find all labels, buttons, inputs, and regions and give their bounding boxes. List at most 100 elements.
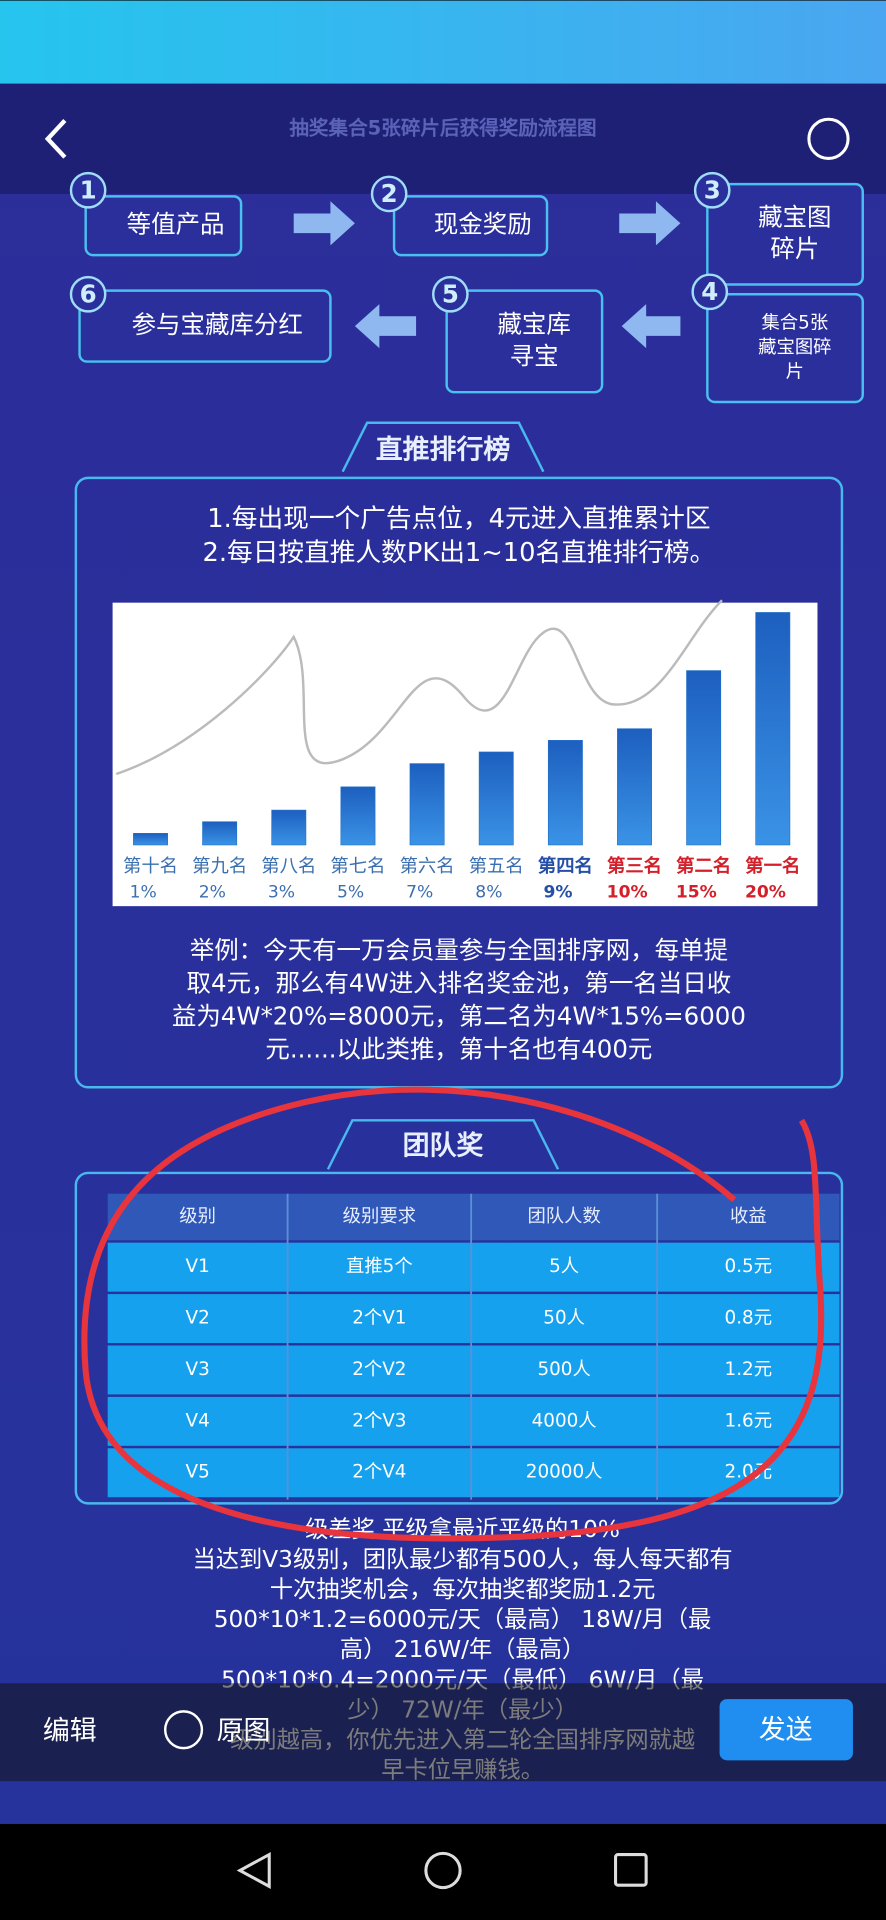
example-text: 益为4W*20%=8000元，第二名为4W*15%=6000 xyxy=(172,1002,746,1031)
note-text: 高） 216W/年（最高） xyxy=(340,1636,585,1663)
step-label: 参与宝藏库分红 xyxy=(132,310,303,339)
trend-line xyxy=(115,599,723,776)
table-header-cell: 团队人数 xyxy=(527,1206,600,1227)
send-button[interactable] xyxy=(719,1699,853,1761)
section-title: 团队奖 xyxy=(403,1130,484,1162)
table-row xyxy=(107,1448,840,1498)
value-label: 20% xyxy=(745,883,786,903)
ranking-panel xyxy=(74,476,844,1089)
step-badge xyxy=(693,171,731,209)
table-cell: 0.8元 xyxy=(725,1308,773,1329)
example-text: 元......以此类推，第十名也有400元 xyxy=(265,1035,652,1064)
category-label: 第一名 xyxy=(745,855,800,877)
bar xyxy=(478,751,514,846)
step-badge xyxy=(69,275,107,313)
step-number: 2 xyxy=(381,179,398,208)
table-header xyxy=(107,1193,840,1241)
table-cell: 1.2元 xyxy=(725,1359,773,1380)
original-checkbox[interactable] xyxy=(163,1710,204,1750)
flow-box xyxy=(78,289,332,363)
table-cell: 500人 xyxy=(537,1359,590,1380)
nav-recent[interactable] xyxy=(614,1853,648,1887)
rule-text: 2.每日按直推人数PK出1~10名直推排行榜。 xyxy=(203,538,716,568)
step-number: 1 xyxy=(80,175,97,204)
flow-arrows xyxy=(293,201,681,349)
step-number: 4 xyxy=(701,277,718,306)
category-label: 第四名 xyxy=(538,855,593,877)
category-label: 第六名 xyxy=(400,856,455,877)
note-text: 500*10*1.2=6000元/天（最高） 18W/月（最 xyxy=(214,1606,712,1633)
value-label: 10% xyxy=(607,883,648,903)
note-text: 当达到V3级别，团队最少都有500人，每人每天都有 xyxy=(193,1546,733,1573)
flow-box xyxy=(706,293,864,404)
category-label: 第七名 xyxy=(330,856,385,877)
back-button[interactable] xyxy=(44,119,67,159)
value-label: 1% xyxy=(130,883,157,903)
flow-box xyxy=(84,195,243,257)
table-cell: 2个V3 xyxy=(352,1410,406,1431)
category-label: 第三名 xyxy=(607,855,662,877)
original-label: 原图 xyxy=(217,1716,271,1747)
team-panel xyxy=(74,1171,844,1505)
step-number: 5 xyxy=(442,280,459,309)
section-frame xyxy=(341,421,545,473)
table-row xyxy=(107,1396,840,1446)
flow-box xyxy=(706,182,864,286)
value-label: 7% xyxy=(406,883,433,903)
bar xyxy=(202,821,238,846)
table-cell: 0.5元 xyxy=(725,1256,773,1277)
top-bar xyxy=(0,83,886,194)
table-cell: V5 xyxy=(186,1462,210,1483)
category-label: 第五名 xyxy=(469,856,524,877)
bar xyxy=(409,763,445,846)
step-badge xyxy=(69,171,107,209)
value-label: 5% xyxy=(337,883,364,903)
bar xyxy=(755,612,791,846)
table-cell: V2 xyxy=(186,1308,210,1329)
section-title: 直推排行榜 xyxy=(376,433,511,465)
select-button[interactable] xyxy=(807,117,850,160)
table-header-cell: 收益 xyxy=(730,1206,767,1227)
step-label: 等值产品 xyxy=(127,210,225,239)
step-badge xyxy=(691,273,729,311)
value-label: 3% xyxy=(268,883,295,903)
step-label: 寻宝 xyxy=(510,341,559,370)
table-header-cell: 级别 xyxy=(179,1206,216,1227)
note-text: 十次抽奖机会，每次抽奖都奖励1.2元 xyxy=(270,1576,656,1603)
category-label: 第八名 xyxy=(261,856,316,877)
category-label: 第十名 xyxy=(123,856,178,877)
step-label: 藏宝图碎 xyxy=(758,337,831,358)
table-cell: V1 xyxy=(186,1256,210,1277)
bar xyxy=(547,740,583,846)
table-cell: 20000人 xyxy=(526,1462,603,1483)
category-label: 第九名 xyxy=(192,856,247,877)
bar xyxy=(686,670,722,846)
nav-bar xyxy=(0,1823,886,1920)
table-row xyxy=(107,1345,840,1395)
value-label: 9% xyxy=(543,883,572,903)
category-label: 第二名 xyxy=(676,855,731,877)
example-text: 举例：今天有一万会员量参与全国排序网，每单提 xyxy=(190,935,728,964)
step-label: 碎片 xyxy=(770,234,819,263)
bar xyxy=(617,728,652,846)
table-cell: 2个V2 xyxy=(352,1359,406,1380)
send-label: 发送 xyxy=(759,1714,813,1745)
table-row xyxy=(107,1242,840,1292)
content: 1等值产品2现金奖励3藏宝图碎片4集合5张藏宝图碎片5藏宝库寻宝6参与宝藏库分红… xyxy=(69,171,864,1784)
step-label: 集合5张 xyxy=(761,313,828,334)
step-badge xyxy=(370,175,408,213)
step-label: 现金奖励 xyxy=(434,210,532,239)
step-label: 藏宝库 xyxy=(497,309,570,338)
bar xyxy=(340,786,376,846)
table-cell: 50人 xyxy=(543,1308,585,1329)
image-title: 抽奖集合5张碎片后获得奖励流程图 xyxy=(289,117,596,140)
nav-home[interactable] xyxy=(424,1851,462,1890)
edit-button[interactable]: 编辑 xyxy=(43,1716,97,1747)
table-row xyxy=(107,1294,840,1344)
nav-back[interactable] xyxy=(236,1851,271,1889)
table-cell: 2个V1 xyxy=(352,1308,406,1329)
section-frame xyxy=(326,1119,560,1170)
bar xyxy=(133,833,168,846)
table-cell: V4 xyxy=(186,1410,210,1431)
